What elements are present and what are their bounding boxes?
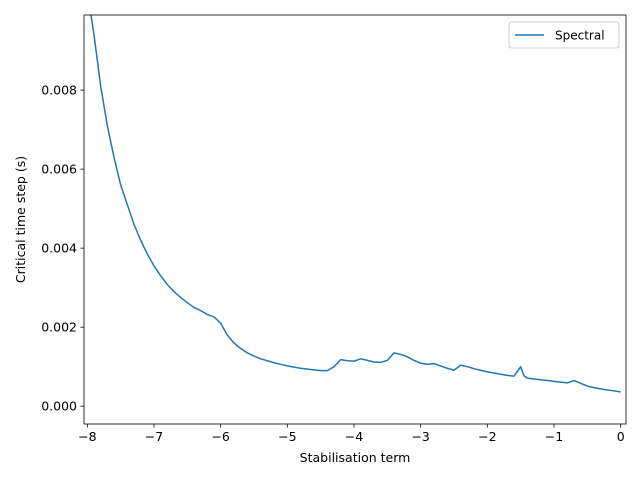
y-tick-label: 0.000 — [41, 399, 77, 414]
axes-frame — [83, 14, 627, 425]
x-tick-label: −5 — [278, 429, 296, 444]
x-tick-label: −1 — [545, 429, 563, 444]
y-tick-label: 0.006 — [41, 162, 77, 177]
y-axis-label: Critical time step (s) — [13, 156, 28, 283]
x-tick-label: −3 — [411, 429, 429, 444]
plot-area — [83, 14, 627, 425]
y-tick-label: 0.002 — [41, 320, 77, 335]
x-axis-ticks: −8 −7 −6 −5 −4 −3 −2 −1 0 — [78, 424, 625, 444]
x-axis-label: Stabilisation term — [300, 450, 411, 465]
legend: Spectral — [508, 21, 620, 49]
y-tick-label: 0.008 — [41, 83, 77, 98]
y-tick-label: 0.004 — [41, 241, 77, 256]
y-axis-ticks: 0.000 0.002 0.004 0.006 0.008 — [41, 83, 84, 414]
x-tick-label: −2 — [478, 429, 496, 444]
x-tick-label: −8 — [78, 429, 96, 444]
x-tick-label: −6 — [211, 429, 229, 444]
legend-box — [508, 21, 620, 49]
legend-label-spectral: Spectral — [555, 29, 605, 43]
x-tick-label: −7 — [145, 429, 163, 444]
x-tick-label: 0 — [617, 429, 625, 444]
series-line-spectral — [90, 15, 621, 393]
x-tick-label: −4 — [345, 429, 363, 444]
